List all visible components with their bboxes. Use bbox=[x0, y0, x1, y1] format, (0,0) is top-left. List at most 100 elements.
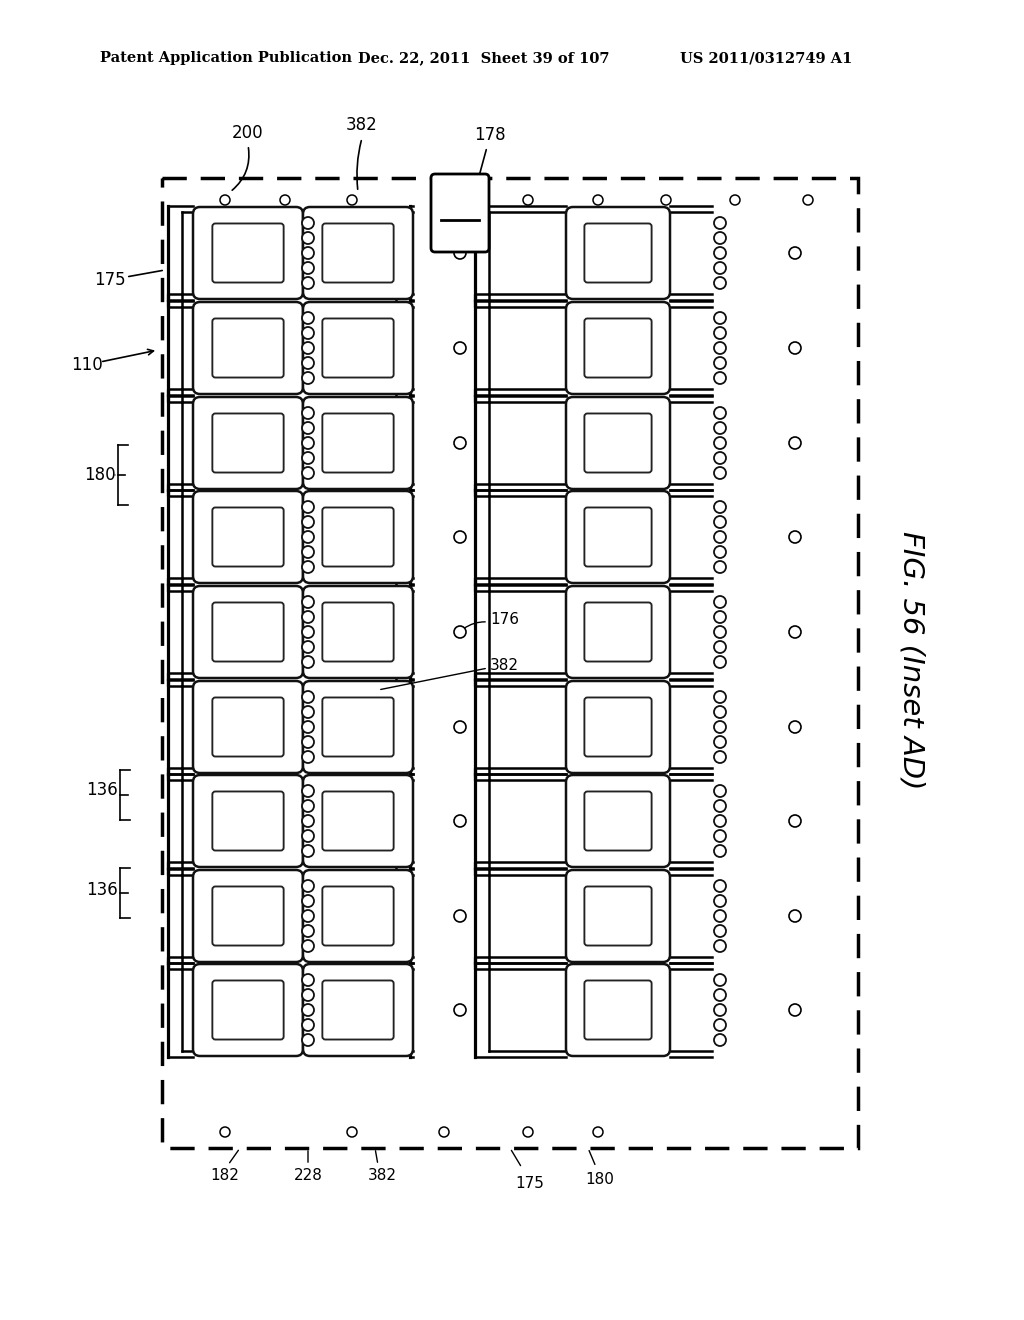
Circle shape bbox=[714, 925, 726, 937]
Circle shape bbox=[790, 721, 801, 733]
Circle shape bbox=[302, 247, 314, 259]
Circle shape bbox=[714, 814, 726, 828]
Circle shape bbox=[714, 342, 726, 354]
Circle shape bbox=[714, 546, 726, 558]
Circle shape bbox=[302, 706, 314, 718]
FancyBboxPatch shape bbox=[193, 397, 303, 488]
Circle shape bbox=[714, 721, 726, 733]
FancyBboxPatch shape bbox=[323, 981, 393, 1040]
FancyBboxPatch shape bbox=[585, 413, 651, 473]
Text: 382: 382 bbox=[346, 116, 378, 135]
Circle shape bbox=[714, 785, 726, 797]
Circle shape bbox=[714, 989, 726, 1001]
Circle shape bbox=[302, 814, 314, 828]
FancyBboxPatch shape bbox=[193, 964, 303, 1056]
Circle shape bbox=[714, 261, 726, 275]
Text: US 2011/0312749 A1: US 2011/0312749 A1 bbox=[680, 51, 852, 65]
FancyBboxPatch shape bbox=[303, 207, 413, 300]
Circle shape bbox=[347, 195, 357, 205]
FancyBboxPatch shape bbox=[566, 870, 670, 962]
Circle shape bbox=[454, 626, 466, 638]
Circle shape bbox=[302, 422, 314, 434]
Circle shape bbox=[302, 327, 314, 339]
Text: FIG. 56 (Inset AD): FIG. 56 (Inset AD) bbox=[898, 531, 926, 789]
Circle shape bbox=[302, 611, 314, 623]
FancyBboxPatch shape bbox=[193, 207, 303, 300]
Circle shape bbox=[302, 626, 314, 638]
Circle shape bbox=[714, 372, 726, 384]
Circle shape bbox=[302, 561, 314, 573]
Circle shape bbox=[302, 925, 314, 937]
Circle shape bbox=[302, 974, 314, 986]
FancyBboxPatch shape bbox=[323, 223, 393, 282]
FancyBboxPatch shape bbox=[303, 397, 413, 488]
Text: 228: 228 bbox=[294, 1167, 323, 1183]
Circle shape bbox=[730, 195, 740, 205]
FancyBboxPatch shape bbox=[566, 491, 670, 583]
Circle shape bbox=[714, 845, 726, 857]
Circle shape bbox=[302, 516, 314, 528]
FancyBboxPatch shape bbox=[323, 507, 393, 566]
Circle shape bbox=[714, 690, 726, 704]
FancyBboxPatch shape bbox=[212, 413, 284, 473]
FancyBboxPatch shape bbox=[212, 887, 284, 945]
FancyBboxPatch shape bbox=[566, 681, 670, 774]
Circle shape bbox=[302, 845, 314, 857]
Circle shape bbox=[523, 195, 534, 205]
Circle shape bbox=[302, 751, 314, 763]
FancyBboxPatch shape bbox=[585, 697, 651, 756]
FancyBboxPatch shape bbox=[212, 507, 284, 566]
Circle shape bbox=[714, 467, 726, 479]
Text: 136: 136 bbox=[86, 781, 118, 799]
FancyBboxPatch shape bbox=[303, 302, 413, 393]
Circle shape bbox=[714, 895, 726, 907]
Circle shape bbox=[714, 974, 726, 986]
FancyBboxPatch shape bbox=[566, 775, 670, 867]
Circle shape bbox=[302, 690, 314, 704]
FancyBboxPatch shape bbox=[303, 491, 413, 583]
Circle shape bbox=[714, 1019, 726, 1031]
Text: 200: 200 bbox=[232, 124, 264, 143]
Text: 382: 382 bbox=[368, 1167, 396, 1183]
FancyBboxPatch shape bbox=[585, 318, 651, 378]
FancyBboxPatch shape bbox=[212, 792, 284, 850]
FancyBboxPatch shape bbox=[585, 792, 651, 850]
FancyBboxPatch shape bbox=[193, 302, 303, 393]
FancyBboxPatch shape bbox=[303, 681, 413, 774]
FancyBboxPatch shape bbox=[566, 302, 670, 393]
Circle shape bbox=[302, 342, 314, 354]
Circle shape bbox=[714, 611, 726, 623]
Circle shape bbox=[302, 737, 314, 748]
Circle shape bbox=[302, 785, 314, 797]
Circle shape bbox=[302, 800, 314, 812]
FancyBboxPatch shape bbox=[193, 681, 303, 774]
Circle shape bbox=[302, 261, 314, 275]
FancyBboxPatch shape bbox=[193, 491, 303, 583]
FancyBboxPatch shape bbox=[566, 397, 670, 488]
FancyBboxPatch shape bbox=[585, 981, 651, 1040]
FancyBboxPatch shape bbox=[193, 775, 303, 867]
Circle shape bbox=[714, 1034, 726, 1045]
Circle shape bbox=[454, 721, 466, 733]
Circle shape bbox=[790, 437, 801, 449]
FancyBboxPatch shape bbox=[585, 223, 651, 282]
Circle shape bbox=[302, 232, 314, 244]
Circle shape bbox=[714, 327, 726, 339]
Circle shape bbox=[714, 247, 726, 259]
FancyBboxPatch shape bbox=[212, 697, 284, 756]
Circle shape bbox=[714, 706, 726, 718]
Circle shape bbox=[714, 909, 726, 921]
Circle shape bbox=[714, 531, 726, 543]
Circle shape bbox=[302, 909, 314, 921]
Circle shape bbox=[593, 1127, 603, 1137]
Circle shape bbox=[714, 232, 726, 244]
Circle shape bbox=[790, 531, 801, 543]
Circle shape bbox=[714, 1005, 726, 1016]
FancyBboxPatch shape bbox=[585, 602, 651, 661]
Circle shape bbox=[790, 247, 801, 259]
Circle shape bbox=[714, 751, 726, 763]
Circle shape bbox=[302, 597, 314, 609]
Circle shape bbox=[280, 195, 290, 205]
Circle shape bbox=[302, 437, 314, 449]
Text: 136: 136 bbox=[86, 880, 118, 899]
